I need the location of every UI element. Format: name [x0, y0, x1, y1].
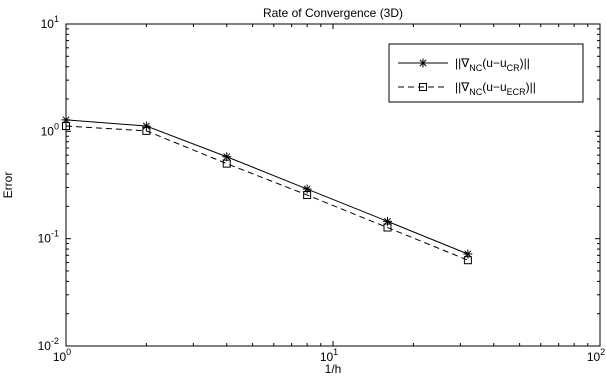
y-tick-label: 10-2 [38, 336, 59, 353]
series-layer [61, 115, 473, 265]
series-1-point [141, 121, 151, 131]
series-2-point [222, 159, 231, 168]
axis-ticks: 100 101 102 10-2 10-1 100 101 [38, 14, 606, 364]
series-2-line [65, 125, 469, 261]
series-1-line [65, 119, 469, 255]
y-axis-label: Error [1, 172, 15, 199]
series-2-point [303, 191, 312, 200]
series-2-point [463, 256, 472, 265]
y-tick-label: 101 [41, 14, 59, 31]
series-2-point [383, 223, 392, 232]
legend-label-1: ||∇NC(u−uCR)|| [455, 56, 530, 73]
plot-frame [65, 23, 601, 347]
series-2-point [142, 126, 151, 135]
legend-label-2: ||∇NC(u−uECR)|| [455, 80, 536, 97]
x-tick-label: 100 [53, 347, 71, 364]
x-axis-label: 1/h [325, 362, 342, 376]
series-1-point [222, 152, 232, 162]
x-tick-label: 101 [320, 347, 338, 364]
y-tick-label: 100 [41, 121, 59, 138]
legend-marker-1 [418, 58, 428, 68]
chart-title: Rate of Convergence (3D) [263, 6, 403, 20]
x-tick-label: 102 [587, 347, 605, 364]
y-tick-label: 10-1 [38, 229, 59, 246]
legend-box [388, 43, 584, 103]
legend: ||∇NC(u−uCR)|| ||∇NC(u−uECR)|| [388, 43, 584, 103]
legend-marker-2 [419, 83, 427, 91]
